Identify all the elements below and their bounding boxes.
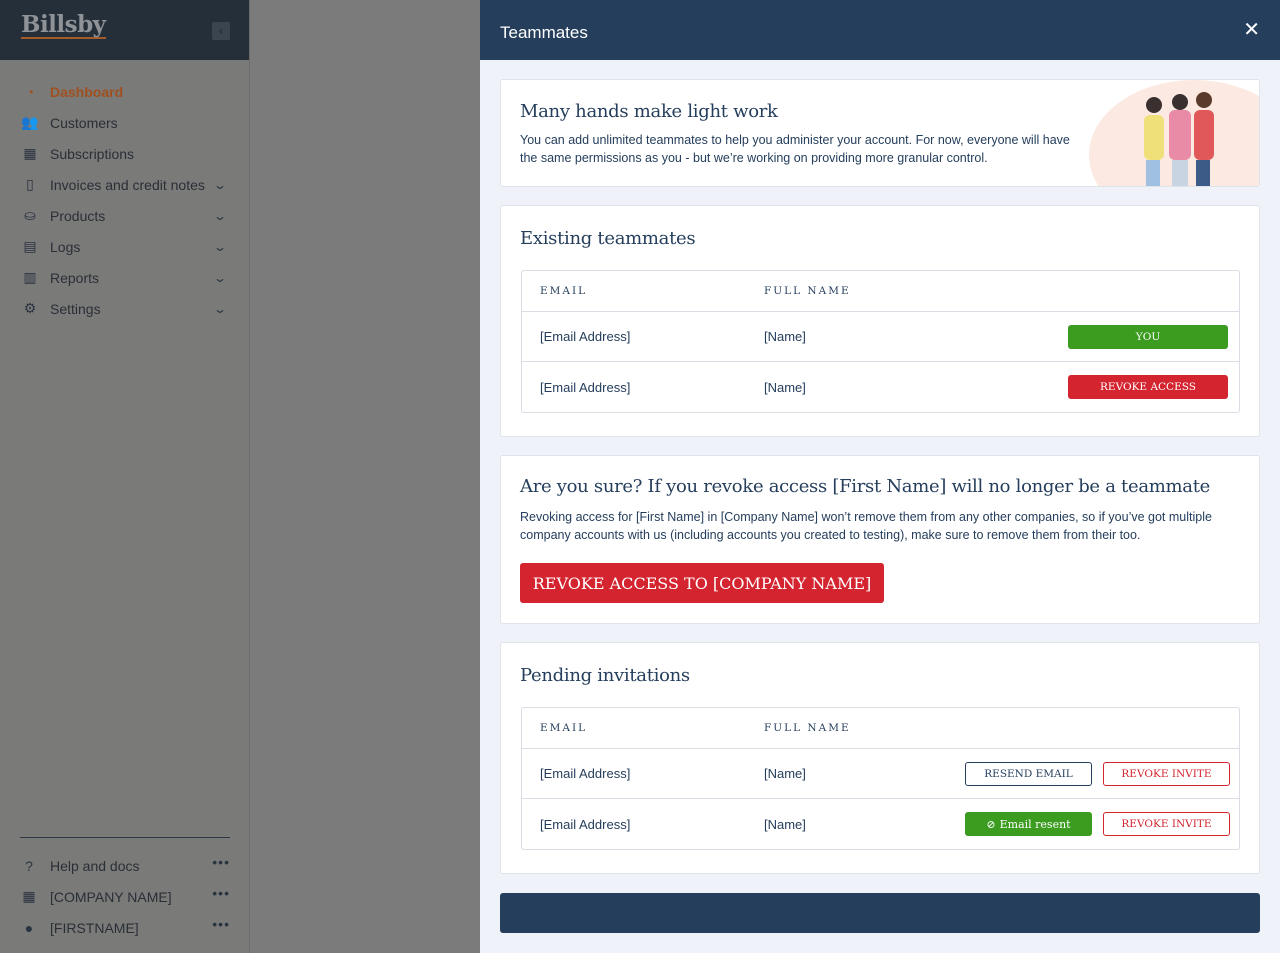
revoke-invite-button[interactable]: REVOKE INVITE: [1103, 812, 1230, 836]
building-icon: ▦: [22, 888, 36, 904]
user-icon: ●: [24, 919, 34, 936]
collapse-sidebar-button[interactable]: ‹: [212, 22, 230, 40]
chevron-down-icon[interactable]: ⌄: [212, 270, 228, 285]
panel-header: Teammates ✕: [480, 0, 1280, 60]
email-cell: [Email Address]: [540, 379, 631, 395]
item-label: Dashboard: [50, 83, 124, 100]
intro-card: Many hands make light work You can add u…: [500, 79, 1260, 187]
sidebar-header: Billsby ‹: [0, 0, 249, 60]
name-cell: [Name]: [764, 379, 806, 395]
email-cell: [Email Address]: [540, 816, 631, 832]
calendar-icon: ▦: [23, 145, 37, 161]
item-label: Logs: [50, 238, 81, 255]
revoke-access-company-button[interactable]: REVOKE ACCESS TO [COMPANY NAME]: [520, 563, 884, 603]
invoice-icon: ▯: [26, 176, 34, 192]
table-row: [Email Address] [Name] YOU: [522, 312, 1239, 362]
sidebar-item-customers[interactable]: 👥 Customers: [0, 107, 250, 138]
email-cell: [Email Address]: [540, 329, 631, 344]
item-label: [FIRSTNAME]: [50, 919, 139, 936]
chevron-down-icon[interactable]: ⌄: [212, 301, 228, 316]
name-cell: [Name]: [764, 816, 806, 832]
pending-invitations-card: Pending invitations EMAIL FULL NAME [Ema…: [500, 642, 1260, 874]
sidebar-nav: ◔ Dashboard 👥 Customers ▦ Subscriptions ▯ Invoi…: [0, 76, 250, 324]
email-resent-badge: ⊘ Email resent: [965, 812, 1092, 836]
chevron-down-icon[interactable]: ⌄: [212, 208, 228, 223]
products-icon: ⛀: [24, 207, 36, 223]
teammates-illustration: [1089, 80, 1259, 186]
column-email: EMAIL: [540, 722, 588, 734]
dashboard-icon: ◔: [25, 83, 35, 100]
check-circle-icon: ⊘: [986, 817, 996, 831]
column-full-name: FULL NAME: [764, 285, 851, 297]
revoke-invite-button[interactable]: REVOKE INVITE: [1103, 761, 1230, 786]
email-cell: [Email Address]: [540, 766, 631, 781]
email-resent-label: Email resent: [999, 817, 1071, 831]
billsby-logo: Billsby: [21, 11, 106, 39]
customers-icon: 👥: [21, 114, 39, 130]
more-icon[interactable]: •••: [212, 854, 230, 870]
name-cell: [Name]: [764, 766, 806, 781]
panel-footer-bar: [500, 893, 1260, 933]
sidebar-footer: ? Help and docs ••• ▦ [COMPANY NAME] ••• ● [FIR…: [20, 837, 230, 943]
sidebar-item-products[interactable]: ⛀ Products ⌄: [0, 200, 250, 231]
reports-icon: ▥: [23, 269, 37, 285]
intro-text: You can add unlimited teammates to help …: [520, 133, 1070, 165]
pending-heading: Pending invitations: [520, 665, 690, 686]
existing-heading: Existing teammates: [520, 228, 696, 249]
item-label: Customers: [50, 114, 118, 131]
item-label: Subscriptions: [50, 145, 135, 162]
close-icon[interactable]: ✕: [1243, 19, 1260, 41]
confirm-heading: Are you sure? If you revoke access [Firs…: [520, 476, 1211, 497]
sidebar-footer-item-company-name[interactable]: ▦ [COMPANY NAME] •••: [20, 881, 230, 912]
column-full-name: FULL NAME: [764, 722, 851, 734]
item-label: [COMPANY NAME]: [50, 888, 172, 905]
confirm-revoke-card: Are you sure? If you revoke access [Firs…: [500, 455, 1260, 624]
help-icon: ?: [25, 857, 33, 874]
sidebar-item-reports[interactable]: ▥ Reports ⌄: [0, 262, 250, 293]
chevron-down-icon[interactable]: ⌄: [212, 239, 228, 254]
more-icon[interactable]: •••: [212, 916, 230, 932]
intro-heading: Many hands make light work: [520, 101, 778, 122]
name-cell: [Name]: [764, 329, 806, 344]
sidebar: Billsby ‹ ◔ Dashboard 👥 Customers ▦ Subscript…: [0, 0, 250, 953]
existing-teammates-table: EMAIL FULL NAME [Email Address] [Name] Y…: [521, 270, 1240, 413]
item-label: Products: [50, 207, 106, 224]
item-label: Settings: [50, 300, 101, 317]
clipboard-icon: ▤: [23, 238, 37, 254]
sidebar-item-settings[interactable]: ⚙ Settings ⌄: [0, 293, 250, 324]
sidebar-footer-item-help-and-docs[interactable]: ? Help and docs •••: [20, 850, 230, 881]
item-label: Invoices and credit notes: [50, 176, 205, 193]
gear-icon: ⚙: [23, 300, 37, 316]
chevron-down-icon[interactable]: ⌄: [212, 177, 228, 192]
resend-email-button[interactable]: RESEND EMAIL: [965, 761, 1092, 786]
sidebar-item-invoices-and-credit-notes[interactable]: ▯ Invoices and credit notes ⌄: [0, 169, 250, 200]
confirm-text: Revoking access for [First Name] in [Com…: [520, 510, 1212, 542]
sidebar-item-subscriptions[interactable]: ▦ Subscriptions: [0, 138, 250, 169]
sidebar-item-logs[interactable]: ▤ Logs ⌄: [0, 231, 250, 262]
teammates-panel: Teammates ✕ Many hands make light work Y…: [480, 0, 1280, 953]
item-label: Help and docs: [50, 857, 140, 874]
table-row: [Email Address] [Name] ⊘ Email resent REV…: [522, 799, 1239, 849]
existing-teammates-card: Existing teammates EMAIL FULL NAME [Emai…: [500, 205, 1260, 437]
item-label: Reports: [50, 269, 100, 286]
table-header: EMAIL FULL NAME: [522, 708, 1239, 749]
sidebar-footer-item-firstname[interactable]: ● [FIRSTNAME] •••: [20, 912, 230, 943]
more-icon[interactable]: •••: [212, 885, 230, 901]
pending-invitations-table: EMAIL FULL NAME [Email Address] [Name] R…: [521, 707, 1240, 850]
you-badge: YOU: [1068, 324, 1228, 349]
panel-title: Teammates: [500, 23, 588, 42]
table-row: [Email Address] [Name] REVOKE ACCESS: [522, 362, 1239, 412]
sidebar-item-dashboard[interactable]: ◔ Dashboard: [0, 76, 250, 107]
table-row: [Email Address] [Name] RESEND EMAIL REVO…: [522, 749, 1239, 799]
table-header: EMAIL FULL NAME: [522, 271, 1239, 312]
column-email: EMAIL: [540, 285, 588, 297]
revoke-access-button[interactable]: REVOKE ACCESS: [1068, 375, 1228, 399]
